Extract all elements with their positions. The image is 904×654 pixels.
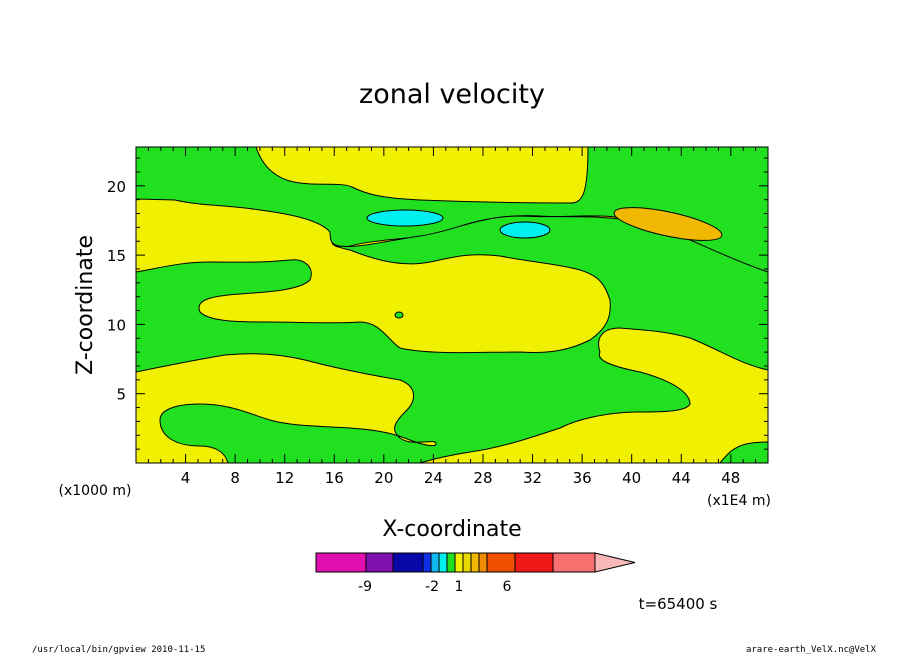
orange-cell bbox=[613, 207, 723, 241]
x-tick-label: 48 bbox=[721, 469, 740, 487]
colorbar-swatch bbox=[315, 552, 367, 573]
x-tick-label: 16 bbox=[325, 469, 344, 487]
x-tick-label: 36 bbox=[573, 469, 592, 487]
colorbar-swatch bbox=[365, 552, 394, 573]
colorbar-label: -2 bbox=[425, 579, 439, 595]
x-axis-unit: (x1E4 m) bbox=[707, 493, 771, 509]
colorbar-swatch bbox=[486, 552, 516, 573]
x-tick-label: 40 bbox=[622, 469, 641, 487]
colorbar-swatch bbox=[422, 552, 432, 573]
colorbar-swatch bbox=[438, 552, 448, 573]
yellow-region-lower-left bbox=[136, 353, 437, 463]
colorbar-swatch bbox=[462, 552, 472, 573]
footer-left: /usr/local/bin/gpview 2010-11-15 bbox=[32, 645, 205, 654]
plot-frame bbox=[135, 146, 769, 464]
colorbar-label: 1 bbox=[455, 579, 464, 595]
colorbar-label: 6 bbox=[503, 579, 512, 595]
colorbar-swatch bbox=[552, 552, 596, 573]
x-axis-label: X-coordinate bbox=[382, 517, 521, 542]
chart-title: zonal velocity bbox=[359, 79, 545, 110]
x-tick-label: 24 bbox=[424, 469, 443, 487]
x-tick-label: 20 bbox=[374, 469, 393, 487]
colorbar-swatch bbox=[454, 552, 464, 573]
colorbar-swatch bbox=[470, 552, 480, 573]
colorbar-arrow bbox=[594, 552, 636, 573]
y-tick-label: 20 bbox=[107, 178, 126, 196]
y-tick-label: 10 bbox=[107, 316, 126, 334]
colorbar-swatch bbox=[478, 552, 488, 573]
colorbar-swatch bbox=[446, 552, 456, 573]
cyan-cell-left bbox=[366, 209, 444, 227]
x-tick-label: 44 bbox=[672, 469, 691, 487]
x-tick-label: 12 bbox=[275, 469, 294, 487]
x-tick-label: 8 bbox=[230, 469, 240, 487]
colorbar-label: -9 bbox=[358, 579, 372, 595]
colorbar: -9 -2 1 6 bbox=[315, 552, 636, 595]
green-spot-center bbox=[394, 311, 404, 319]
x-tick-label: 28 bbox=[473, 469, 492, 487]
y-tick-label: 5 bbox=[116, 386, 126, 404]
cyan-cell-right bbox=[499, 221, 551, 239]
y-tick-label: 15 bbox=[107, 247, 126, 265]
x-tick-label: 4 bbox=[181, 469, 191, 487]
colorbar-swatch bbox=[392, 552, 424, 573]
plot-area bbox=[135, 146, 769, 464]
time-label: t=65400 s bbox=[639, 595, 718, 613]
colorbar-swatch bbox=[514, 552, 554, 573]
y-axis-unit: (x1000 m) bbox=[59, 483, 132, 499]
x-tick-label: 32 bbox=[523, 469, 542, 487]
colorbar-swatch bbox=[430, 552, 440, 573]
y-axis-label: Z-coordinate bbox=[73, 235, 98, 375]
footer-right: arare-earth_VelX.nc@VelX bbox=[746, 645, 877, 654]
